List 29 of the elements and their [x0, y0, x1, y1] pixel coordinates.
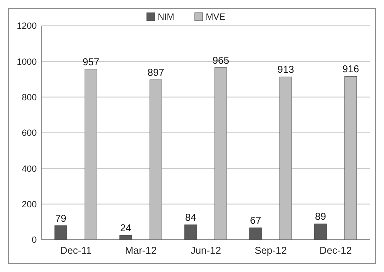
data-label: 89	[315, 212, 327, 224]
bar	[54, 226, 68, 240]
data-label: 897	[148, 68, 165, 80]
data-label: 965	[212, 56, 230, 67]
bar	[250, 228, 262, 240]
legend-label: NIM	[158, 12, 174, 22]
data-label: 67	[250, 216, 262, 228]
y-tick-label: 200	[22, 199, 37, 210]
data-label: 84	[185, 213, 197, 224]
y-tick-label: 600	[22, 128, 37, 138]
legend-label: MVE	[206, 12, 226, 22]
y-tick-label: 800	[22, 92, 37, 102]
data-label: 913	[278, 65, 295, 76]
y-tick-label: 1200	[16, 21, 37, 32]
x-tick-label: Sep-12	[254, 246, 288, 257]
x-tick-label: Mar-12	[125, 246, 158, 257]
data-label: 24	[120, 224, 132, 235]
x-tick-label: Jun-12	[190, 246, 222, 257]
y-tick-label: 400	[22, 164, 37, 174]
data-label: 79	[55, 214, 68, 225]
bar	[314, 224, 328, 240]
x-tick-label: Dec-12	[320, 246, 352, 257]
bar	[184, 224, 198, 240]
x-tick-label: Dec-11	[60, 246, 92, 257]
bar	[120, 235, 132, 240]
y-tick-label: 1000	[16, 56, 37, 67]
data-label: 916	[342, 64, 360, 76]
data-label: 957	[82, 57, 100, 68]
y-tick-label: 0	[32, 235, 37, 246]
